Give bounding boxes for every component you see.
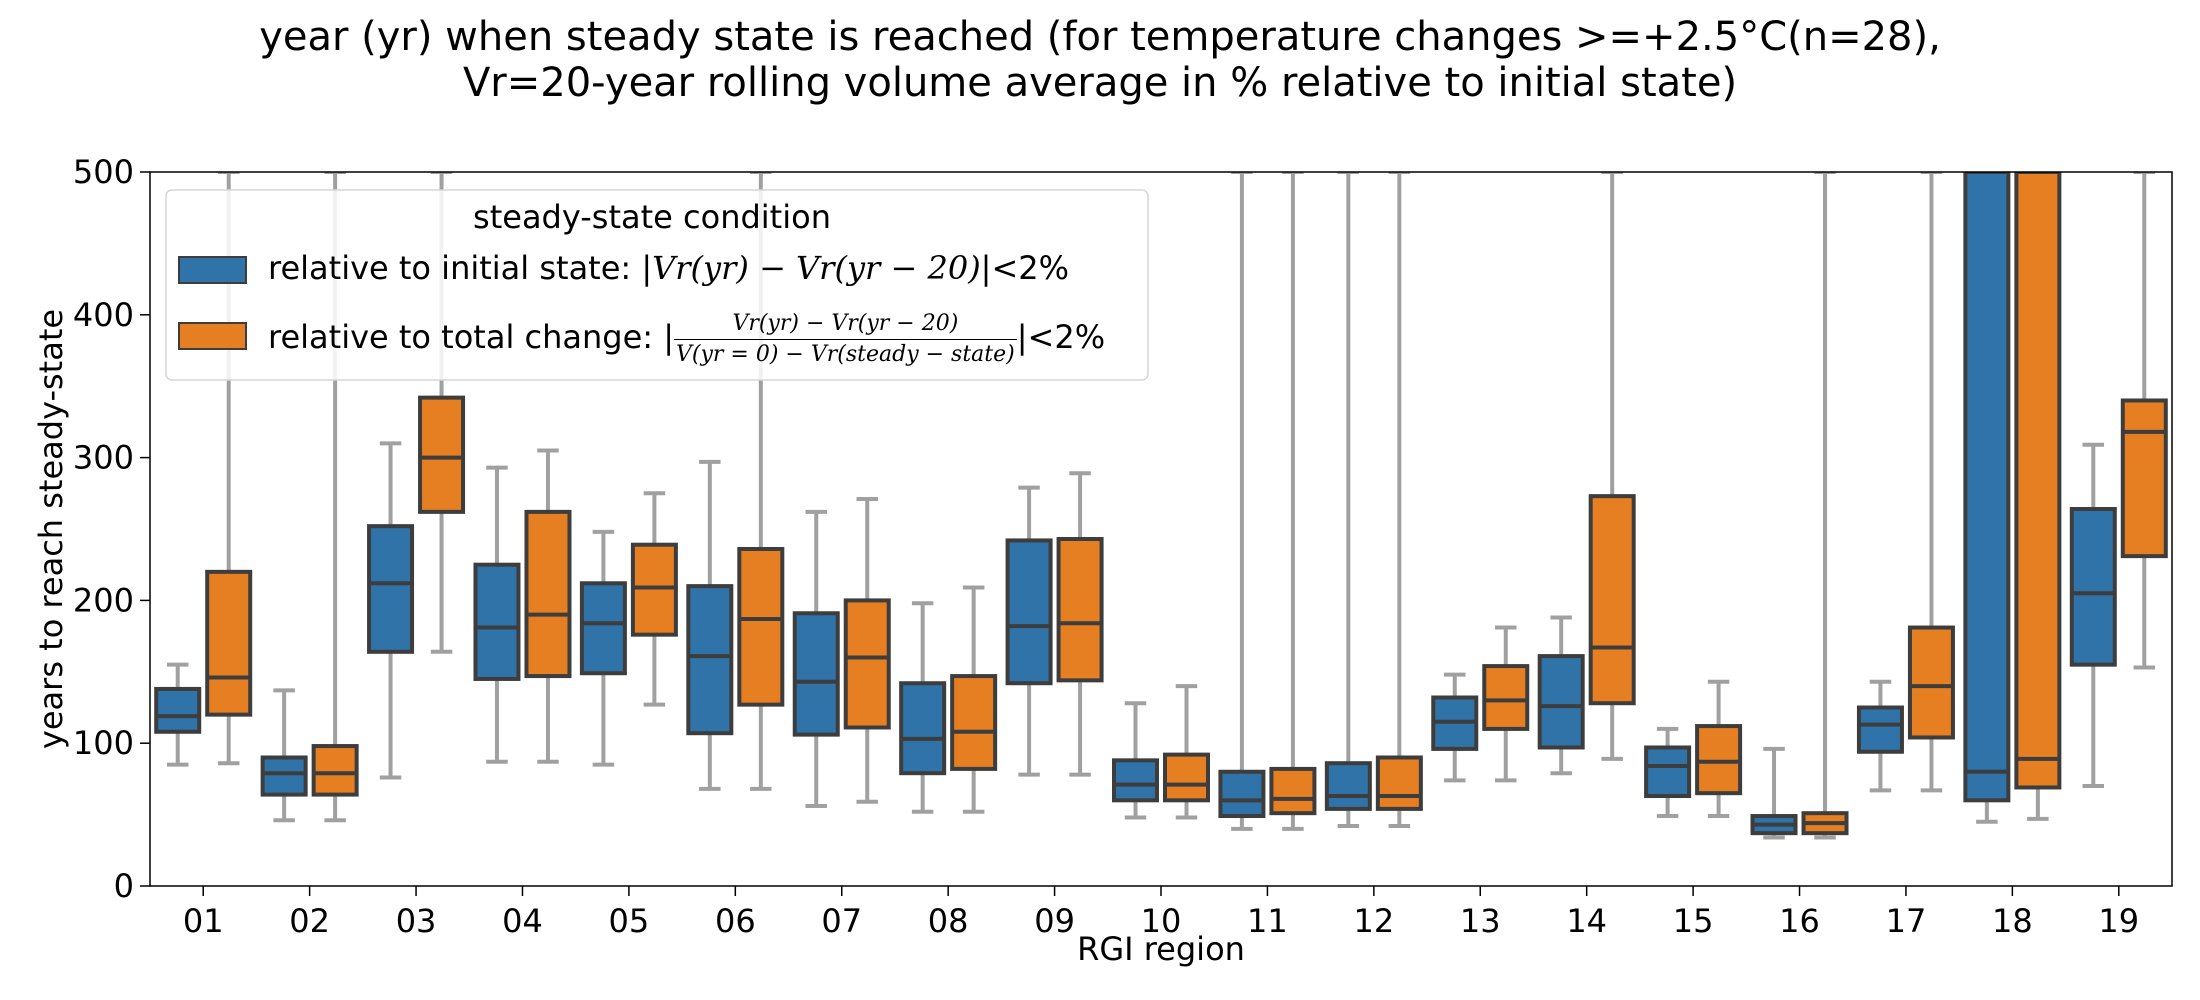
- x-tick-label-10: 10: [1141, 902, 1182, 940]
- x-axis-label: RGI region: [1077, 930, 1245, 968]
- box-2-19: [2120, 398, 2168, 559]
- legend-entry-2-fraction: Vr(yr) − Vr(yr − 20) V(yr = 0) − Vr(stead…: [674, 311, 1017, 368]
- box-2-03: [418, 395, 466, 514]
- y-axis-label: years to reach steady-state: [32, 309, 70, 749]
- box-2-10: [1163, 752, 1210, 803]
- box-2-17: [1907, 625, 1955, 740]
- y-tick-label-500: 500: [73, 153, 134, 191]
- box-1-07: [792, 611, 840, 737]
- box-2-14: [1588, 494, 1636, 706]
- box-1-06: [686, 584, 734, 736]
- box-1-04: [473, 562, 521, 681]
- box-2-08: [950, 674, 998, 771]
- box-2-07: [843, 598, 891, 730]
- x-tick-label-06: 06: [715, 902, 756, 940]
- x-tick-label-19: 19: [2098, 902, 2139, 940]
- x-tick-label-04: 04: [502, 902, 543, 940]
- legend-title: steady-state condition: [473, 198, 831, 236]
- x-tick-label-16: 16: [1779, 902, 1820, 940]
- box-1-03: [367, 524, 415, 654]
- chart-title-line2: Vr=20-year rolling volume average in % r…: [462, 60, 1738, 106]
- y-tick-label-400: 400: [73, 296, 134, 334]
- y-tick-label-0: 0: [114, 867, 134, 905]
- legend-entry-1-text: relative to initial state: |: [268, 249, 653, 287]
- x-tick-label-13: 13: [1460, 902, 1501, 940]
- x-tick-label-18: 18: [1992, 902, 2033, 940]
- x-tick-label-08: 08: [928, 902, 969, 940]
- box-2-05: [630, 542, 678, 637]
- box-1-08: [899, 681, 947, 776]
- x-tick-label-17: 17: [1886, 902, 1927, 940]
- x-tick-label-03: 03: [396, 902, 437, 940]
- box-2-04: [524, 509, 572, 679]
- box-1-05: [579, 581, 627, 676]
- y-tick-label-100: 100: [73, 724, 134, 762]
- x-tick-label-01: 01: [183, 902, 224, 940]
- box-2-11: [1269, 766, 1317, 816]
- legend-entry-2-numerator: Vr(yr) − Vr(yr − 20): [674, 311, 1017, 340]
- legend-swatch-2: [178, 322, 247, 350]
- legend-entry-2-tail: |<2%: [1016, 318, 1106, 356]
- legend-entry-1: relative to initial state: |Vr(yr) − Vr(…: [268, 249, 1070, 287]
- box-2-06: [737, 546, 785, 707]
- box-1-14: [1537, 654, 1585, 750]
- y-tick-label-300: 300: [73, 439, 134, 477]
- x-tick-label-12: 12: [1353, 902, 1394, 940]
- box-2-15: [1695, 724, 1743, 796]
- box-1-02: [260, 755, 308, 797]
- x-tick-label-11: 11: [1247, 902, 1288, 940]
- box-2-13: [1482, 664, 1530, 731]
- x-tick-label-05: 05: [609, 902, 650, 940]
- box-2-12: [1375, 755, 1423, 811]
- box-2-09: [1056, 536, 1104, 683]
- legend-entry-1-tail: |<2%: [980, 249, 1070, 287]
- box-2-02: [311, 744, 359, 797]
- legend-entry-2-denominator: V(yr = 0) − Vr(steady − state): [676, 341, 1015, 367]
- box-1-09: [1005, 538, 1053, 686]
- box-2-01: [205, 569, 253, 717]
- x-tick-label-14: 14: [1566, 902, 1607, 940]
- x-tick-label-15: 15: [1673, 902, 1714, 940]
- legend-swatch-1: [178, 256, 247, 284]
- plot-area: [154, 172, 2168, 840]
- x-tick-label-09: 09: [1034, 902, 1075, 940]
- box-1-19: [2069, 507, 2117, 667]
- y-tick-label-200: 200: [73, 581, 134, 619]
- box-1-15: [1644, 745, 1692, 799]
- x-tick-label-07: 07: [821, 902, 862, 940]
- box-1-01: [154, 686, 202, 734]
- box-1-10: [1112, 758, 1159, 803]
- box-1-11: [1218, 769, 1266, 819]
- box-2-18: [2014, 172, 2062, 790]
- legend-entry-2: relative to total change: | Vr(yr) − Vr(y…: [268, 311, 1106, 368]
- legend-entry-1-math: Vr(yr) − Vr(yr − 20): [652, 249, 981, 287]
- box-1-12: [1324, 761, 1372, 811]
- box-1-17: [1856, 705, 1904, 754]
- box-1-18: [1963, 172, 2011, 803]
- x-tick-label-02: 02: [289, 902, 330, 940]
- chart-title-line1: year (yr) when steady state is reached (…: [259, 14, 1941, 60]
- legend-entry-2-text: relative to total change: |: [268, 318, 675, 356]
- legend-box: [165, 189, 1149, 381]
